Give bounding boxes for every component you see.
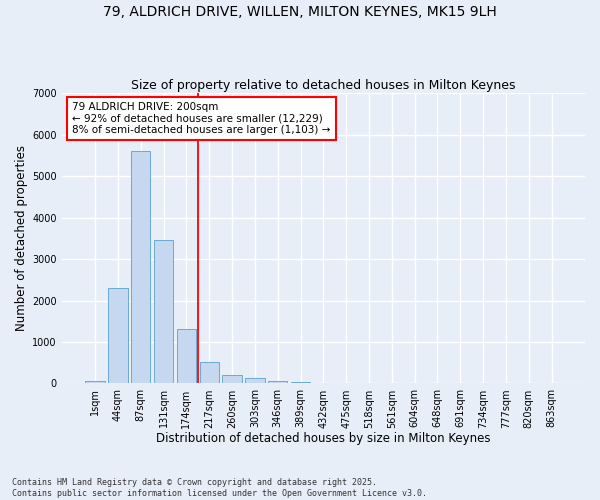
Text: Contains HM Land Registry data © Crown copyright and database right 2025.
Contai: Contains HM Land Registry data © Crown c…: [12, 478, 427, 498]
Y-axis label: Number of detached properties: Number of detached properties: [15, 146, 28, 332]
Bar: [245, 378, 265, 384]
Bar: [200, 362, 219, 384]
Bar: [108, 288, 128, 384]
Bar: [177, 328, 196, 384]
Bar: [268, 381, 287, 384]
Text: 79 ALDRICH DRIVE: 200sqm
← 92% of detached houses are smaller (12,229)
8% of sem: 79 ALDRICH DRIVE: 200sqm ← 92% of detach…: [72, 102, 331, 135]
Bar: [223, 375, 242, 384]
Title: Size of property relative to detached houses in Milton Keynes: Size of property relative to detached ho…: [131, 79, 515, 92]
Bar: [131, 151, 151, 384]
Bar: [154, 240, 173, 384]
X-axis label: Distribution of detached houses by size in Milton Keynes: Distribution of detached houses by size …: [156, 432, 491, 445]
Text: 79, ALDRICH DRIVE, WILLEN, MILTON KEYNES, MK15 9LH: 79, ALDRICH DRIVE, WILLEN, MILTON KEYNES…: [103, 5, 497, 19]
Bar: [291, 382, 310, 384]
Bar: [85, 380, 105, 384]
